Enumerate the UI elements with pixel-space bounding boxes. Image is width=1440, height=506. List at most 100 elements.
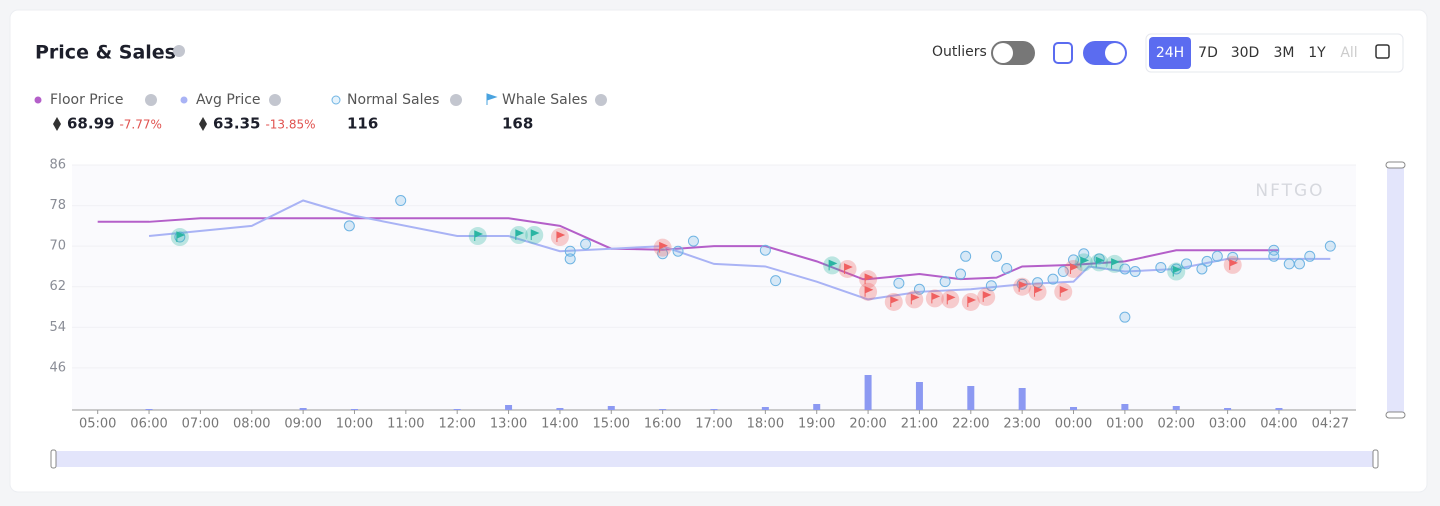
legend-label: Floor Price <box>50 92 123 108</box>
info-icon <box>450 94 462 106</box>
volume-bar <box>1172 406 1180 410</box>
y-tick-label: 86 <box>49 158 66 173</box>
y-tick-label: 46 <box>49 360 66 375</box>
normal-sale <box>1001 262 1013 274</box>
normal-sale <box>913 283 925 295</box>
whale-flag <box>910 293 920 305</box>
x-tick-label: 23:00 <box>1003 417 1040 432</box>
y-tick-label: 54 <box>49 320 66 335</box>
h-handle[interactable] <box>50 449 57 469</box>
stat-value: 63.35 <box>213 115 260 133</box>
normal-sale <box>687 235 699 247</box>
volume-bar <box>556 408 564 410</box>
normal-sale <box>1057 266 1069 278</box>
v-handle[interactable] <box>1385 161 1406 169</box>
range-button[interactable]: All <box>1340 45 1357 61</box>
range-button[interactable]: 1Y <box>1308 45 1326 61</box>
whale-icon[interactable] <box>1053 42 1073 64</box>
x-tick-label: 22:00 <box>952 417 989 432</box>
normal-sale <box>1047 273 1059 285</box>
whale-flag <box>556 231 566 243</box>
range-group <box>1145 33 1404 73</box>
normal-sale <box>1119 311 1131 323</box>
x-tick-label: 14:00 <box>541 417 578 432</box>
x-tick-label: 04:00 <box>1260 417 1297 432</box>
volume-bar <box>1018 388 1026 410</box>
legend-label: Avg Price <box>196 92 261 108</box>
normal-sale <box>1181 258 1193 270</box>
range-button[interactable]: 24H <box>1156 45 1184 61</box>
v-slider[interactable] <box>1387 165 1404 415</box>
range-active <box>1149 37 1191 69</box>
stat-change: -7.77% <box>119 118 161 132</box>
x-tick-label: 00:00 <box>1055 417 1092 432</box>
normal-sale <box>990 250 1002 262</box>
volume-bar <box>1275 408 1283 410</box>
y-tick-label: 70 <box>49 239 66 254</box>
whale-flag <box>530 229 540 240</box>
calendar-icon[interactable] <box>1375 44 1390 59</box>
volume-bar <box>299 408 307 410</box>
legend-dot <box>34 96 42 104</box>
normal-sale <box>580 238 592 250</box>
volume-bar <box>453 409 461 410</box>
legend-dot <box>331 95 341 105</box>
x-tick-label: 08:00 <box>233 417 270 432</box>
x-tick-label: 04:27 <box>1312 417 1349 432</box>
x-tick-label: 15:00 <box>593 417 630 432</box>
normal-sale <box>1283 258 1295 270</box>
h-slider[interactable] <box>52 451 1377 467</box>
range-button[interactable]: 30D <box>1231 45 1260 61</box>
volume-bar <box>1070 407 1078 410</box>
normal-sale <box>985 280 997 292</box>
x-tick-label: 02:00 <box>1158 417 1195 432</box>
x-tick-label: 01:00 <box>1106 417 1143 432</box>
x-tick-label: 06:00 <box>130 417 167 432</box>
legend-dot <box>180 96 188 104</box>
normal-sale <box>1268 244 1280 256</box>
whale-flag <box>1095 256 1105 268</box>
outliers-label: Outliers <box>932 44 987 60</box>
whale-flag <box>1080 256 1090 268</box>
x-tick-label: 07:00 <box>182 417 219 432</box>
normal-sale <box>1268 250 1280 262</box>
whale-flag <box>176 231 186 243</box>
normal-sale <box>1196 263 1208 275</box>
toggle-knob <box>993 43 1013 63</box>
info-icon <box>269 94 281 106</box>
whale-flag <box>1034 286 1043 297</box>
x-tick-label: 05:00 <box>79 417 116 432</box>
watermark: NFTGO <box>1255 181 1324 201</box>
normal-sale <box>1294 258 1306 270</box>
h-handle[interactable] <box>1372 449 1379 469</box>
plot-area <box>72 165 1356 410</box>
whale-flag <box>1229 259 1239 270</box>
range-button[interactable]: 3M <box>1274 45 1295 61</box>
whale-flag <box>864 273 874 285</box>
whale-flag <box>931 292 941 304</box>
normal-sale <box>564 253 576 265</box>
info-icon <box>595 94 607 106</box>
normal-sale <box>564 245 576 257</box>
info-icon <box>173 45 185 57</box>
toggle-knob <box>1105 43 1125 63</box>
normal-sale <box>1324 240 1336 252</box>
normal-sale <box>955 268 967 280</box>
normal-sale <box>1129 266 1141 278</box>
price-line <box>148 199 1331 301</box>
y-tick-label: 62 <box>49 279 66 294</box>
x-tick-label: 03:00 <box>1209 417 1246 432</box>
whale-flag <box>1111 258 1120 269</box>
v-handle[interactable] <box>1385 411 1406 419</box>
whale-flag <box>844 263 853 274</box>
volume-bar <box>915 382 923 410</box>
whale-flag <box>474 230 484 242</box>
eth-icon <box>199 117 207 131</box>
title: Price & Sales <box>35 42 176 64</box>
range-button[interactable]: 7D <box>1198 45 1218 61</box>
whale-flag <box>982 291 992 302</box>
volume-bar <box>1121 404 1129 410</box>
normal-sale <box>960 250 972 262</box>
eth-icon <box>53 117 61 131</box>
